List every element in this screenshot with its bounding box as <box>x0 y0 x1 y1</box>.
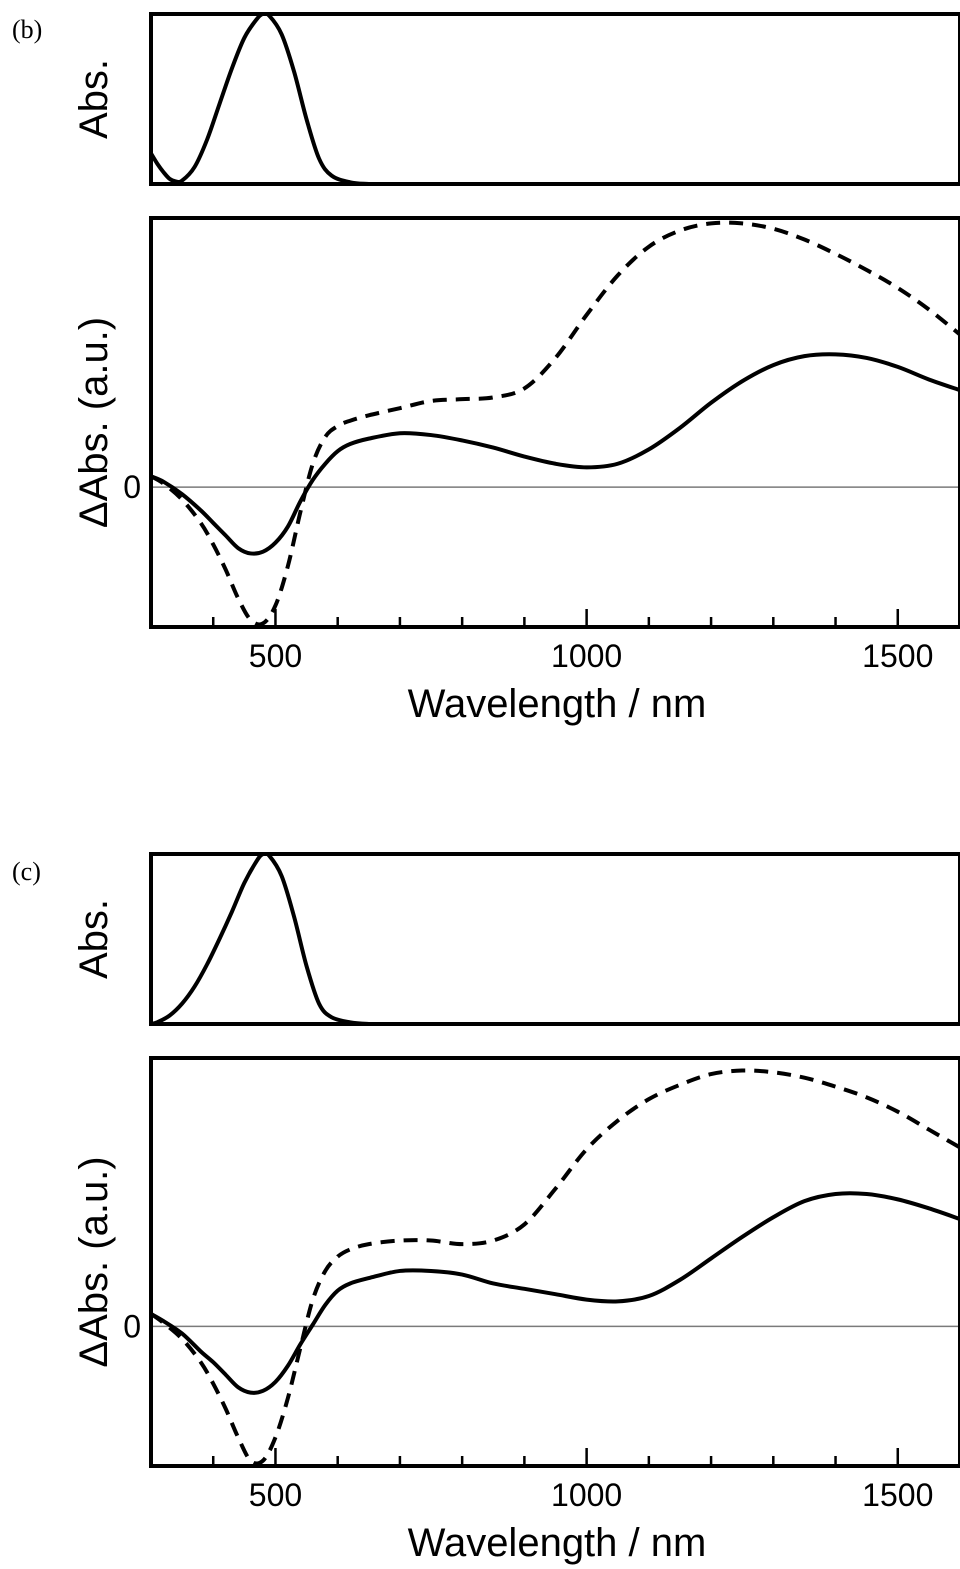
series-dashed-line <box>151 220 960 627</box>
panel-0-subplot-1: ΔAbs. (a.u.) 0 500 1000 1500 Wavelength / nm <box>72 216 960 726</box>
panel-label: (c) <box>12 857 41 886</box>
series-solid-line <box>151 14 960 184</box>
x-tick-label: 500 <box>249 1477 302 1513</box>
panel-1-subplot-1: ΔAbs. (a.u.) 0 500 1000 1500 Wavelength / nm <box>72 1056 960 1565</box>
x-tick-label: 500 <box>249 638 302 674</box>
x-axis-title: Wavelength / nm <box>408 1521 707 1565</box>
plot-frame <box>149 12 960 186</box>
y-axis-title: ΔAbs. (a.u.) <box>72 1156 116 1367</box>
series-solid-line <box>151 1191 960 1395</box>
series-solid-line <box>151 854 960 1024</box>
panel-0-subplot-0: Abs. <box>72 12 960 186</box>
panel-label: (b) <box>12 15 42 44</box>
y-axis-title: ΔAbs. (a.u.) <box>72 317 116 528</box>
series-dashed-line <box>151 1068 960 1466</box>
x-tick-label: 1000 <box>551 1477 622 1513</box>
y-axis-title: Abs. <box>72 899 116 979</box>
plot-frame <box>149 216 960 629</box>
x-tick-label: 1000 <box>551 638 622 674</box>
x-axis-title: Wavelength / nm <box>408 682 707 726</box>
series-solid-line <box>151 352 960 556</box>
y-tick-label: 0 <box>123 1308 141 1344</box>
plot-frame <box>149 852 960 1026</box>
panel-1-subplot-0: Abs. <box>72 852 960 1026</box>
y-axis-title: Abs. <box>72 59 116 139</box>
y-tick-label: 0 <box>123 469 141 505</box>
x-tick-label: 1500 <box>862 1477 933 1513</box>
plot-frame <box>149 1056 960 1468</box>
x-tick-label: 1500 <box>862 638 933 674</box>
